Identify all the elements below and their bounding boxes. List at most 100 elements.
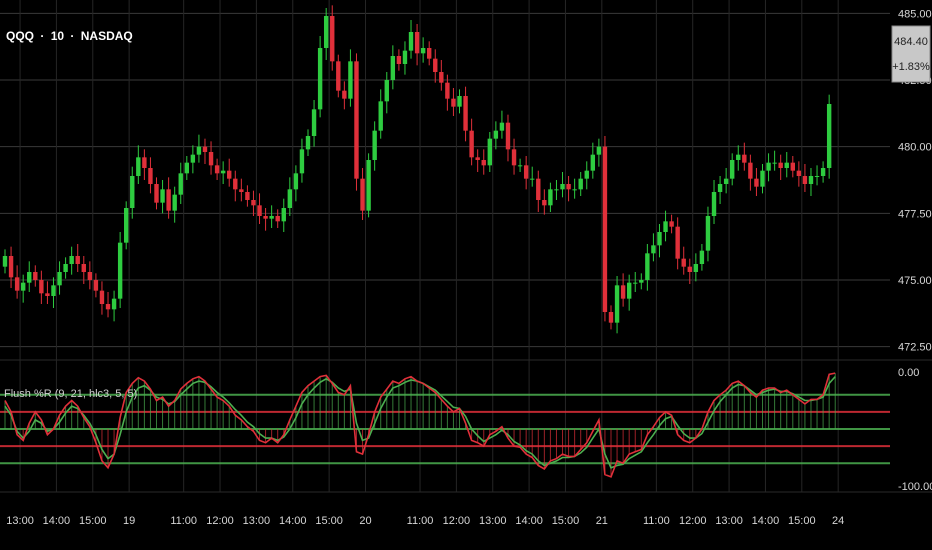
candle-body[interactable] xyxy=(711,192,717,216)
candle-body[interactable] xyxy=(293,173,299,190)
candle-body[interactable] xyxy=(408,32,414,51)
candle-body[interactable] xyxy=(190,154,196,163)
candle-body[interactable] xyxy=(651,245,656,254)
candle-body[interactable] xyxy=(754,178,759,187)
candle-body[interactable] xyxy=(414,32,420,54)
candle-body[interactable] xyxy=(117,242,123,299)
candle-body[interactable] xyxy=(233,178,238,190)
candle-body[interactable] xyxy=(202,146,208,152)
candle-body[interactable] xyxy=(517,165,523,167)
candle-body[interactable] xyxy=(220,170,226,174)
candle-body[interactable] xyxy=(730,160,735,179)
candle-body[interactable] xyxy=(257,205,262,216)
candle-body[interactable] xyxy=(602,146,608,312)
candle-body[interactable] xyxy=(420,48,426,54)
candle-body[interactable] xyxy=(439,72,444,83)
candle-body[interactable] xyxy=(196,146,202,155)
candle-body[interactable] xyxy=(99,290,105,304)
candle-body[interactable] xyxy=(626,282,632,299)
candle-body[interactable] xyxy=(20,282,26,291)
candle-body[interactable] xyxy=(614,285,620,323)
candle-body[interactable] xyxy=(633,282,638,284)
candle-body[interactable] xyxy=(657,232,662,246)
candle-body[interactable] xyxy=(8,256,14,278)
candle-body[interactable] xyxy=(275,216,280,222)
candle-body[interactable] xyxy=(184,162,189,174)
candle-body[interactable] xyxy=(784,162,789,168)
candle-body[interactable] xyxy=(360,178,365,211)
time-axis[interactable]: 13:00 14:00 15:00 19 11:00 12:00 13:00 14:00 15:… xyxy=(6,515,844,527)
candle-body[interactable] xyxy=(487,138,492,166)
candle-body[interactable] xyxy=(396,56,402,64)
candle-body[interactable] xyxy=(105,304,111,310)
candle-body[interactable] xyxy=(469,130,474,158)
candle-body[interactable] xyxy=(584,170,589,179)
candle-body[interactable] xyxy=(390,56,396,80)
candle-body[interactable] xyxy=(311,109,317,136)
indicator-pane[interactable] xyxy=(0,372,890,478)
candle-body[interactable] xyxy=(427,48,432,59)
candle-body[interactable] xyxy=(154,184,159,203)
candle-body[interactable] xyxy=(505,122,511,150)
candle-body[interactable] xyxy=(717,184,723,192)
candlestick-series[interactable] xyxy=(2,5,832,334)
candle-body[interactable] xyxy=(317,48,323,110)
candle-body[interactable] xyxy=(705,216,711,251)
candle-body[interactable] xyxy=(639,280,644,283)
candle-body[interactable] xyxy=(111,298,117,310)
indicator-label[interactable]: Flush %R (9, 21, hlc3, 5, 5) xyxy=(4,388,137,400)
candle-body[interactable] xyxy=(475,157,480,160)
candle-body[interactable] xyxy=(548,189,553,206)
candle-body[interactable] xyxy=(348,61,353,99)
candle-body[interactable] xyxy=(33,272,38,280)
candle-body[interactable] xyxy=(263,216,268,219)
candle-body[interactable] xyxy=(560,184,565,190)
candle-body[interactable] xyxy=(596,146,602,155)
candle-body[interactable] xyxy=(57,272,62,286)
candle-body[interactable] xyxy=(699,250,705,264)
candle-body[interactable] xyxy=(2,256,8,267)
candle-body[interactable] xyxy=(687,266,692,272)
candle-body[interactable] xyxy=(305,136,311,150)
candle-body[interactable] xyxy=(542,200,547,206)
indicator-fast-line[interactable] xyxy=(4,372,836,478)
candle-body[interactable] xyxy=(81,264,86,272)
candle-body[interactable] xyxy=(536,178,541,200)
price-axis[interactable]: 485.00482.50480.00477.50475.00472.500.00… xyxy=(898,8,932,493)
candle-body[interactable] xyxy=(608,312,614,323)
candle-body[interactable] xyxy=(93,280,99,291)
candle-body[interactable] xyxy=(523,165,529,179)
candle-body[interactable] xyxy=(481,160,486,166)
candle-body[interactable] xyxy=(378,101,383,131)
candle-body[interactable] xyxy=(796,170,802,176)
candle-body[interactable] xyxy=(130,176,135,208)
candle-body[interactable] xyxy=(172,194,177,211)
candle-body[interactable] xyxy=(27,272,32,283)
candle-body[interactable] xyxy=(366,160,371,211)
candle-body[interactable] xyxy=(723,178,729,184)
candle-body[interactable] xyxy=(148,168,153,184)
candle-body[interactable] xyxy=(227,170,232,179)
candle-body[interactable] xyxy=(790,162,795,171)
candle-body[interactable] xyxy=(214,165,220,174)
candle-body[interactable] xyxy=(814,176,820,177)
candle-body[interactable] xyxy=(808,176,814,184)
candle-body[interactable] xyxy=(693,264,699,272)
candle-body[interactable] xyxy=(354,61,359,179)
candle-body[interactable] xyxy=(160,189,165,203)
candle-body[interactable] xyxy=(778,162,783,168)
candle-body[interactable] xyxy=(578,178,583,190)
candle-body[interactable] xyxy=(239,189,244,192)
candle-body[interactable] xyxy=(663,221,668,232)
candle-body[interactable] xyxy=(511,149,517,166)
candle-body[interactable] xyxy=(63,264,68,272)
candle-body[interactable] xyxy=(681,258,686,267)
candle-body[interactable] xyxy=(554,189,559,191)
candle-body[interactable] xyxy=(742,154,747,163)
candle-body[interactable] xyxy=(336,61,341,91)
candle-body[interactable] xyxy=(136,157,141,176)
candle-body[interactable] xyxy=(620,285,626,299)
candle-body[interactable] xyxy=(287,189,293,208)
candle-body[interactable] xyxy=(178,173,183,195)
candle-body[interactable] xyxy=(826,104,832,168)
